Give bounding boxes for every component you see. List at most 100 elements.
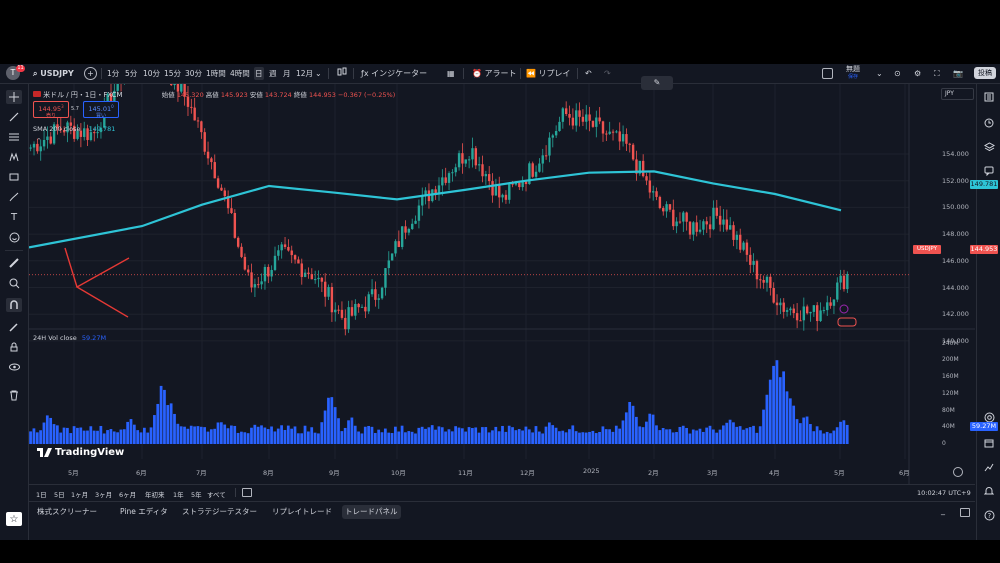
candle[interactable]: [230, 198, 233, 214]
volume-legend[interactable]: 24H Vol close 59.27M: [33, 334, 106, 342]
buy-button[interactable]: 145.010 買い: [83, 101, 119, 119]
candle[interactable]: [799, 310, 802, 322]
indicators-button[interactable]: ƒx インジケーター: [361, 67, 427, 80]
volume-bar[interactable]: [788, 398, 792, 444]
candle[interactable]: [601, 120, 605, 142]
volume-bar[interactable]: [203, 427, 206, 444]
volume-bar[interactable]: [323, 410, 327, 444]
candle[interactable]: [571, 108, 575, 130]
volume-bar[interactable]: [447, 429, 451, 444]
candle[interactable]: [715, 199, 718, 219]
time-axis-settings-icon[interactable]: [953, 467, 963, 477]
candle[interactable]: [732, 221, 735, 247]
ruler-icon[interactable]: [6, 256, 22, 270]
volume-bar[interactable]: [474, 427, 478, 444]
volume-bar[interactable]: [591, 430, 595, 444]
volume-bar[interactable]: [159, 385, 163, 444]
candle[interactable]: [702, 219, 705, 236]
candle[interactable]: [347, 300, 350, 333]
volume-bar[interactable]: [564, 432, 568, 444]
volume-bar[interactable]: [437, 426, 441, 444]
volume-bar[interactable]: [55, 425, 59, 444]
candle[interactable]: [400, 226, 404, 250]
candle[interactable]: [394, 239, 397, 257]
range-1ヶ月[interactable]: 1ヶ月: [71, 491, 89, 499]
alerts-clock-icon[interactable]: [982, 116, 996, 130]
event-markers[interactable]: [837, 304, 857, 327]
candle[interactable]: [718, 205, 722, 232]
volume-bar[interactable]: [681, 425, 685, 444]
candle[interactable]: [377, 294, 380, 309]
volume-bar[interactable]: [748, 427, 752, 444]
candle[interactable]: [441, 169, 444, 196]
interval-5分[interactable]: 5分: [125, 69, 138, 78]
candle[interactable]: [725, 209, 729, 232]
volume-bar[interactable]: [440, 427, 444, 444]
candle[interactable]: [618, 122, 621, 151]
candle[interactable]: [615, 129, 618, 134]
volume-bar[interactable]: [139, 432, 143, 444]
volume-bar[interactable]: [317, 433, 320, 444]
candle[interactable]: [675, 217, 678, 234]
volume-bar[interactable]: [169, 403, 173, 444]
volume-bar[interactable]: [497, 431, 501, 444]
range-年初来[interactable]: 年初来: [145, 491, 165, 499]
candle[interactable]: [474, 145, 478, 170]
volume-bar[interactable]: [460, 428, 464, 444]
candle[interactable]: [598, 106, 601, 125]
eye-icon[interactable]: [6, 360, 22, 374]
candle[interactable]: [561, 107, 565, 129]
candle[interactable]: [451, 169, 454, 182]
candle[interactable]: [672, 199, 675, 230]
candle[interactable]: [213, 154, 216, 179]
candle[interactable]: [708, 216, 712, 238]
volume-bar[interactable]: [685, 427, 688, 444]
interval-月[interactable]: 月: [283, 69, 291, 78]
candle[interactable]: [206, 141, 210, 165]
volume-bar[interactable]: [296, 433, 300, 444]
candle[interactable]: [324, 273, 327, 307]
volume-bar[interactable]: [722, 425, 725, 444]
volume-bar[interactable]: [404, 432, 407, 444]
volume-bar[interactable]: [179, 426, 183, 444]
volume-bar[interactable]: [798, 423, 802, 444]
volume-bar[interactable]: [337, 418, 340, 444]
candle[interactable]: [176, 84, 180, 102]
candle[interactable]: [645, 172, 648, 186]
volume-bar[interactable]: [45, 415, 49, 444]
interval-10分[interactable]: 10分: [143, 69, 161, 78]
candle[interactable]: [46, 126, 49, 149]
volume-bar[interactable]: [59, 432, 63, 444]
candle[interactable]: [226, 190, 230, 214]
volume-bar[interactable]: [805, 416, 809, 444]
candle[interactable]: [250, 263, 253, 293]
search-chart-icon[interactable]: ⊙: [894, 69, 901, 78]
candle[interactable]: [364, 296, 367, 319]
candle[interactable]: [42, 129, 46, 151]
volume-bar[interactable]: [233, 425, 237, 444]
candle[interactable]: [411, 218, 414, 230]
volume-bar[interactable]: [772, 365, 775, 444]
candle[interactable]: [457, 150, 461, 171]
candle[interactable]: [354, 299, 357, 320]
candle[interactable]: [662, 206, 665, 216]
volume-bar[interactable]: [574, 431, 578, 444]
candle[interactable]: [635, 150, 638, 181]
volume-bar[interactable]: [116, 432, 119, 444]
candle[interactable]: [320, 276, 324, 293]
volume-bar[interactable]: [400, 425, 404, 444]
candle[interactable]: [170, 84, 173, 87]
volume-bar[interactable]: [270, 426, 273, 444]
candle[interactable]: [183, 84, 186, 106]
candle[interactable]: [287, 239, 290, 252]
volume-bar[interactable]: [728, 419, 732, 444]
volume-bar[interactable]: [29, 431, 32, 444]
candle[interactable]: [96, 124, 99, 139]
candle[interactable]: [99, 122, 103, 139]
candle[interactable]: [120, 84, 122, 92]
candle[interactable]: [32, 141, 36, 156]
candle[interactable]: [253, 278, 257, 297]
candle[interactable]: [86, 124, 89, 146]
candle[interactable]: [220, 184, 223, 192]
candle[interactable]: [193, 97, 196, 121]
